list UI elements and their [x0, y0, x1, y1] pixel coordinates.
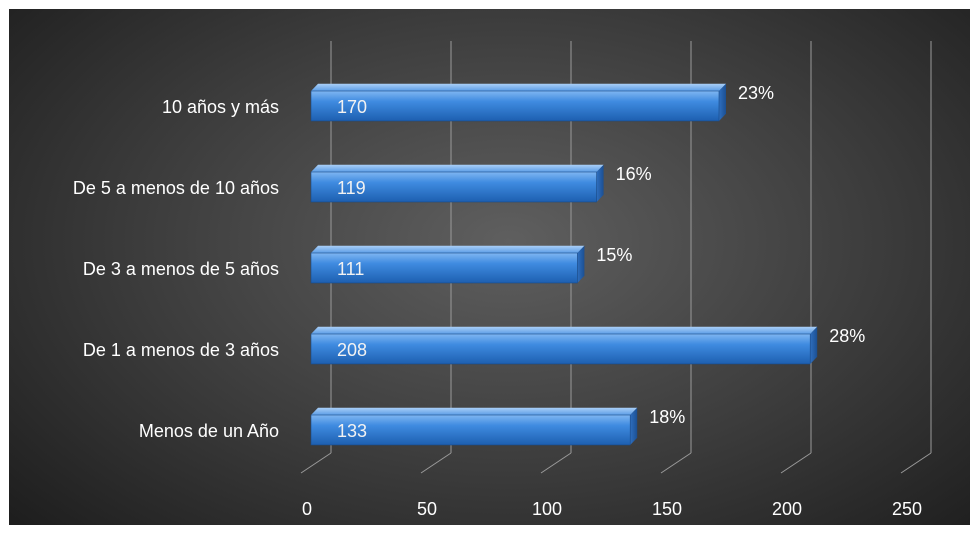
x-tick-label-4: 200	[772, 499, 802, 519]
x-tick-label-1: 50	[417, 499, 437, 519]
bar-end-3	[596, 164, 604, 202]
bar-value-label-4: 170	[337, 97, 367, 117]
chart-area: 133 18% 208 28% 111 15% 119 16% 170 23% Menos de …	[9, 9, 970, 525]
bar-percent-label-2: 15%	[596, 245, 632, 265]
category-label-4: 10 años y más	[162, 97, 279, 117]
bar-0	[310, 414, 631, 446]
bar-group-3: 119 16%	[310, 164, 652, 203]
bar-percent-label-1: 28%	[829, 326, 865, 346]
category-label-0: Menos de un Año	[139, 421, 279, 441]
bar-value-label-0: 133	[337, 421, 367, 441]
floor-gridline-4	[780, 452, 812, 474]
x-tick-label-5: 250	[892, 499, 922, 519]
bar-value-label-2: 111	[337, 259, 364, 279]
bar-group-2: 111 15%	[310, 245, 632, 284]
bar-percent-label-4: 23%	[738, 83, 774, 103]
bar-2	[310, 252, 578, 284]
x-tick-label-3: 150	[652, 499, 682, 519]
bar-end-4	[719, 83, 726, 121]
bar-top-0	[311, 407, 638, 415]
floor-gridline-3	[660, 452, 692, 474]
category-label-1: De 1 a menos de 3 años	[83, 340, 279, 360]
bar-percent-label-0: 18%	[649, 407, 685, 427]
bar-4	[310, 90, 720, 122]
bar-end-0	[630, 407, 638, 445]
x-tick-label-2: 100	[532, 499, 562, 519]
bar-group-1: 208 28%	[310, 326, 865, 365]
bar-group-0: 133 18%	[310, 407, 685, 446]
bar-group-4: 170 23%	[310, 83, 774, 122]
bar-end-1	[810, 326, 818, 364]
bar-top-2	[311, 245, 585, 253]
bar-1	[310, 333, 811, 365]
bar-3	[310, 171, 597, 203]
bar-top-4	[311, 83, 726, 91]
x-tick-label-0: 0	[302, 499, 312, 519]
floor-gridline-1	[420, 452, 452, 474]
bar-value-label-1: 208	[337, 340, 367, 360]
bar-top-1	[311, 326, 818, 334]
bars: 133 18% 208 28% 111 15% 119 16% 170 23%	[310, 83, 865, 446]
bar-chart: 133 18% 208 28% 111 15% 119 16% 170 23% Menos de …	[73, 41, 932, 519]
floor-gridline-5	[900, 452, 932, 474]
category-label-2: De 3 a menos de 5 años	[83, 259, 279, 279]
floor-gridline-2	[540, 452, 572, 474]
bar-percent-label-3: 16%	[616, 164, 652, 184]
bar-value-label-3: 119	[337, 178, 366, 198]
bar-top-3	[311, 164, 604, 172]
bar-end-2	[577, 245, 585, 283]
category-labels: Menos de un Año De 1 a menos de 3 años De …	[73, 97, 279, 441]
x-axis-ticks: 0 50 100 150 200 250	[302, 499, 922, 519]
category-label-3: De 5 a menos de 10 años	[73, 178, 279, 198]
floor-gridline-0	[300, 452, 332, 474]
